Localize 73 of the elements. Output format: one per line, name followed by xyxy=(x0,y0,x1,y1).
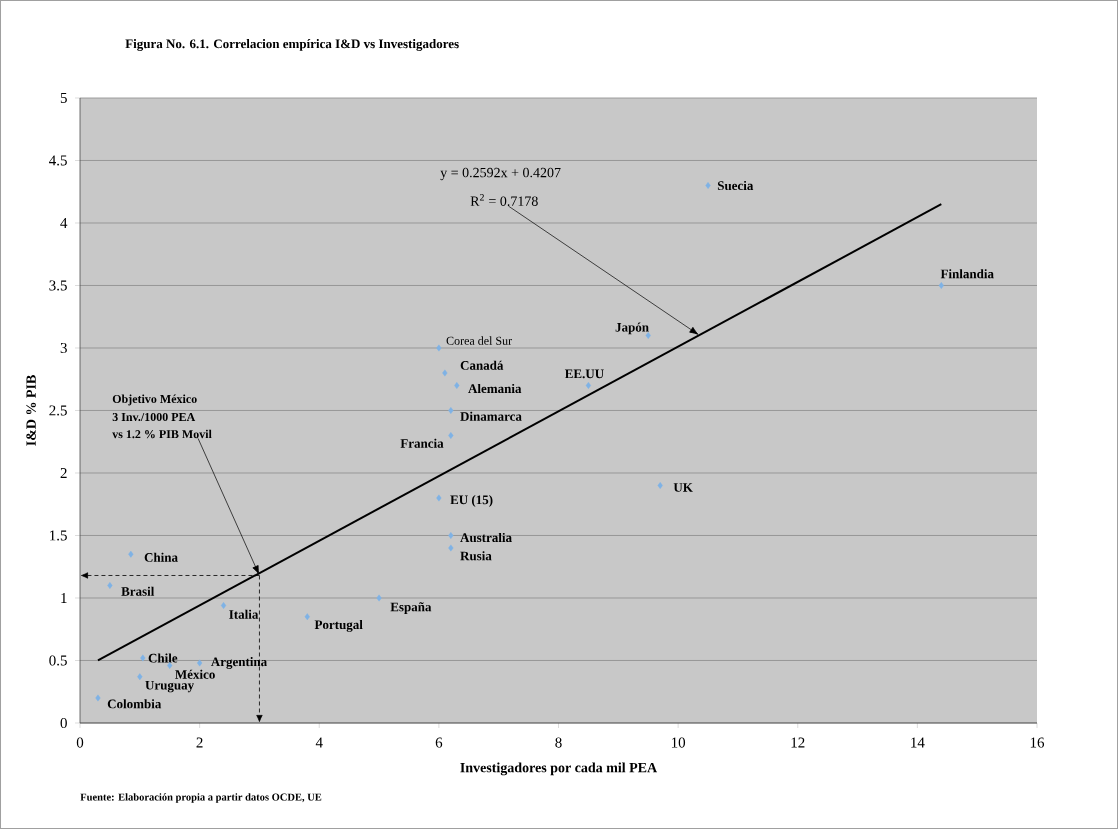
point xyxy=(95,694,101,702)
y-tick-label: 4 xyxy=(60,218,68,228)
y-tick-label: 0.5 xyxy=(49,655,67,666)
annotation: China xyxy=(144,552,178,562)
point xyxy=(137,673,143,681)
y-tick-label: 3.5 xyxy=(49,280,67,291)
annotation: EU (15) xyxy=(450,495,493,507)
point xyxy=(220,602,227,609)
annotation: Australia xyxy=(460,532,512,543)
annotation: Japón xyxy=(615,322,649,335)
y-tick-label: 1 xyxy=(61,593,67,603)
annotation: Francia xyxy=(400,438,444,448)
annotation: Finlandia xyxy=(940,269,994,279)
point xyxy=(448,432,454,439)
x-tick-label: 2 xyxy=(196,737,203,748)
annotation: Uruguay xyxy=(145,680,194,693)
point xyxy=(128,550,134,558)
point xyxy=(107,582,113,589)
annotation: Dinamarca xyxy=(460,411,522,421)
y-axis-title: I&D % PIB xyxy=(26,375,36,446)
annotation: España xyxy=(390,602,432,614)
point xyxy=(448,407,454,414)
point xyxy=(448,532,454,539)
y-tick-label: 0 xyxy=(60,717,67,729)
y-tick-label: 3 xyxy=(60,342,67,354)
x-tick-label: 6 xyxy=(435,737,443,748)
x-tick-label: 10 xyxy=(671,737,686,748)
annotation: Rusia xyxy=(460,551,492,561)
point xyxy=(197,659,203,667)
y-tick-label: 5 xyxy=(60,93,67,103)
annotation: 3 Inv./1000 PEA xyxy=(112,412,196,422)
point xyxy=(657,482,663,489)
annotation: EE.UU xyxy=(564,369,604,379)
annotation: Suecia xyxy=(717,180,754,191)
annotation: R$^{2}$ = 0.7178 xyxy=(470,194,538,206)
point xyxy=(304,613,310,621)
point xyxy=(140,654,146,662)
annotation: Colombia xyxy=(107,699,162,709)
point xyxy=(436,344,442,352)
x-tick-label: 4 xyxy=(315,737,323,748)
chart-title: Figura No. 6.1. Correlacion empírica I&D vs Investigadores xyxy=(125,39,459,51)
point xyxy=(376,594,382,602)
annotation: Argentina xyxy=(210,657,267,669)
point xyxy=(454,382,460,389)
point xyxy=(436,494,442,502)
x-axis-title: Investigadores por cada mil PEA xyxy=(460,762,658,776)
annotation: Alemania xyxy=(468,383,522,394)
annotation: Chile xyxy=(148,653,178,663)
x-tick-label: 14 xyxy=(911,737,925,748)
annotation: y = 0.2592x + 0.4207 xyxy=(440,167,561,181)
annotation: México xyxy=(175,669,215,679)
annotation: Portugal xyxy=(314,619,363,632)
annotation: Brasil xyxy=(121,586,155,596)
y-tick-label: 4.5 xyxy=(49,155,67,166)
x-tick-label: 12 xyxy=(791,737,805,748)
point xyxy=(448,544,454,552)
point xyxy=(938,282,944,289)
point xyxy=(705,182,711,189)
annotation: Corea del Sur xyxy=(446,336,512,345)
annotation: vs 1.2 % PIB Movil xyxy=(112,429,212,439)
source-note: Fuente: Elaboración propia a partir datos OCDE, UE xyxy=(80,793,322,803)
annotation: UK xyxy=(673,483,693,492)
point xyxy=(585,382,592,389)
y-tick-label: 1.5 xyxy=(50,530,67,541)
x-tick-label: 8 xyxy=(555,737,562,748)
annotation: Italia xyxy=(229,609,259,619)
x-tick-label: 0 xyxy=(76,737,84,748)
point xyxy=(442,369,448,377)
annotation: Objetivo México xyxy=(112,394,197,406)
x-tick-label: 16 xyxy=(1030,737,1045,748)
y-tick-label: 2.5 xyxy=(49,405,67,416)
y-tick-label: 2 xyxy=(60,468,67,478)
annotation: Canadá xyxy=(460,360,504,370)
